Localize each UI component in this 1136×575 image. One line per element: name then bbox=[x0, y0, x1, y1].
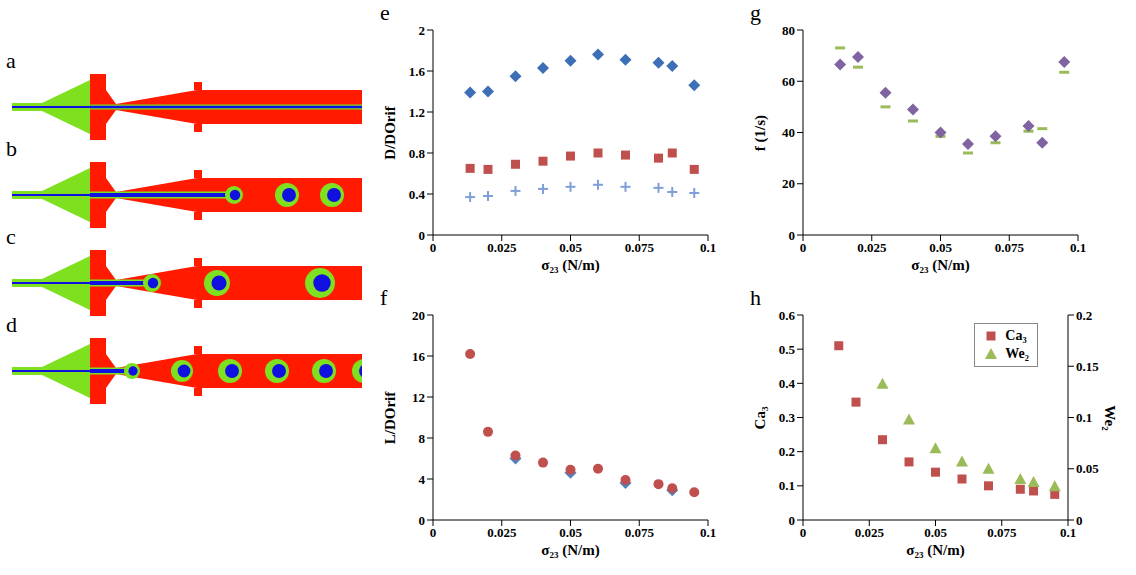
html-text:σ₂₃ (N/m): σ₂₃ (N/m) bbox=[541, 542, 600, 558]
svg-text:0: 0 bbox=[1076, 513, 1083, 528]
svg-text:12: 12 bbox=[412, 390, 425, 405]
svg-text:0: 0 bbox=[789, 228, 796, 243]
svg-text:60: 60 bbox=[782, 74, 795, 89]
svg-text:0.1: 0.1 bbox=[779, 478, 795, 493]
svg-text:0.4: 0.4 bbox=[409, 187, 426, 202]
svg-text:0: 0 bbox=[430, 240, 437, 255]
svg-text:0.025: 0.025 bbox=[487, 525, 517, 540]
svg-text:0.8: 0.8 bbox=[409, 146, 426, 161]
svg-text:0.05: 0.05 bbox=[1076, 461, 1099, 476]
html-text:σ₂₃ (N/m): σ₂₃ (N/m) bbox=[541, 257, 600, 273]
html-text:We₂: We₂ bbox=[1101, 404, 1118, 431]
svg-text:0: 0 bbox=[419, 513, 426, 528]
html-text:Ca₃: Ca₃ bbox=[751, 406, 768, 429]
svg-text:0.075: 0.075 bbox=[625, 240, 655, 255]
svg-text:20: 20 bbox=[782, 176, 795, 191]
html-text:d: d bbox=[6, 312, 17, 337]
svg-text:0: 0 bbox=[800, 240, 807, 255]
svg-text:0.1: 0.1 bbox=[700, 525, 716, 540]
html-text:f (1/s): f (1/s) bbox=[751, 114, 768, 151]
html-text:c: c bbox=[6, 224, 16, 249]
svg-text:1.2: 1.2 bbox=[409, 105, 425, 120]
svg-text:0.6: 0.6 bbox=[779, 308, 796, 323]
svg-text:0.05: 0.05 bbox=[929, 240, 952, 255]
html-text:D/DOrif: D/DOrif bbox=[381, 105, 398, 160]
html-text:f: f bbox=[380, 285, 388, 310]
svg-text:0.4: 0.4 bbox=[779, 376, 796, 391]
svg-text:0.05: 0.05 bbox=[559, 240, 582, 255]
html-text:a: a bbox=[6, 48, 16, 73]
svg-text:0.1: 0.1 bbox=[700, 240, 716, 255]
svg-text:20: 20 bbox=[412, 308, 425, 323]
html-text:h: h bbox=[750, 285, 761, 310]
svg-text:16: 16 bbox=[412, 349, 426, 364]
html-text:σ₂₃ (N/m): σ₂₃ (N/m) bbox=[911, 257, 970, 273]
svg-text:0.5: 0.5 bbox=[779, 342, 796, 357]
svg-text:0.025: 0.025 bbox=[487, 240, 517, 255]
svg-text:0.05: 0.05 bbox=[924, 525, 947, 540]
svg-text:0: 0 bbox=[800, 525, 807, 540]
svg-text:8: 8 bbox=[419, 431, 426, 446]
svg-text:0: 0 bbox=[419, 228, 426, 243]
svg-text:0.05: 0.05 bbox=[559, 525, 582, 540]
svg-text:1.6: 1.6 bbox=[409, 64, 426, 79]
svg-text:80: 80 bbox=[782, 23, 795, 38]
svg-text:0.025: 0.025 bbox=[857, 240, 887, 255]
html-text:b: b bbox=[6, 136, 17, 161]
svg-text:0.025: 0.025 bbox=[855, 525, 885, 540]
svg-text:0.15: 0.15 bbox=[1076, 359, 1099, 374]
html-text:L/DOrif: L/DOrif bbox=[381, 391, 398, 444]
svg-text:0.3: 0.3 bbox=[779, 410, 796, 425]
html-text:e: e bbox=[380, 0, 390, 25]
svg-text:0.2: 0.2 bbox=[779, 444, 795, 459]
svg-text:0: 0 bbox=[789, 513, 796, 528]
svg-text:4: 4 bbox=[419, 472, 426, 487]
html-text:σ₂₃ (N/m): σ₂₃ (N/m) bbox=[906, 542, 965, 558]
svg-text:0.1: 0.1 bbox=[1070, 240, 1086, 255]
svg-text:0.2: 0.2 bbox=[1076, 308, 1092, 323]
svg-text:0.1: 0.1 bbox=[1060, 525, 1076, 540]
svg-text:0.075: 0.075 bbox=[995, 240, 1025, 255]
svg-text:0: 0 bbox=[430, 525, 437, 540]
html-text:g: g bbox=[750, 0, 761, 25]
svg-text:0.1: 0.1 bbox=[1076, 410, 1092, 425]
svg-text:40: 40 bbox=[782, 125, 795, 140]
svg-text:0.075: 0.075 bbox=[987, 525, 1017, 540]
svg-text:2: 2 bbox=[419, 23, 426, 38]
html-text:We₂: We₂ bbox=[1005, 346, 1029, 361]
svg-text:0.075: 0.075 bbox=[625, 525, 655, 540]
html-text:Ca₃: Ca₃ bbox=[1005, 328, 1027, 343]
